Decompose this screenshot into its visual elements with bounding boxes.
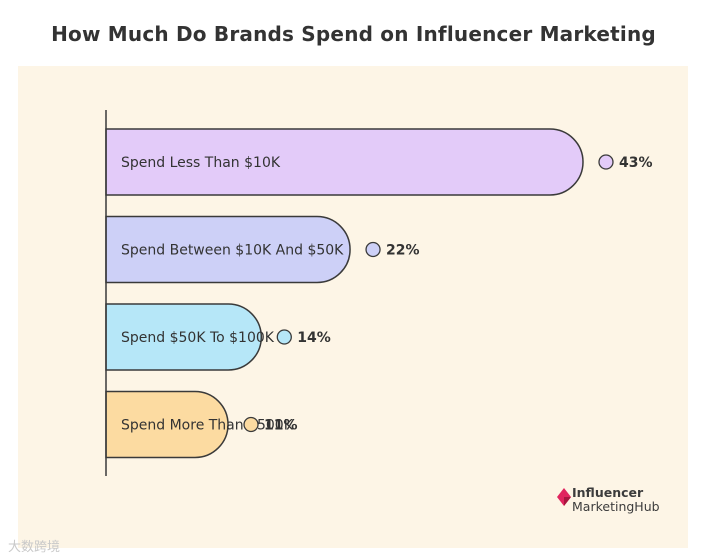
bar-value-label: 22% (386, 243, 420, 259)
bar (105, 215, 351, 284)
watermark-text: 大数跨境 (8, 540, 61, 555)
logo-line-1: Influencer (572, 485, 644, 500)
bar-category-label: Spend Less Than $10K (121, 155, 281, 171)
bar (105, 390, 229, 459)
chart-title: How Much Do Brands Spend on Influencer M… (51, 22, 656, 46)
bar (105, 128, 584, 196)
bar-chart: Spend Less Than $10K 43% Spend Between $10… (105, 110, 653, 476)
value-marker-dot (365, 241, 381, 258)
diamond-logo-icon (557, 488, 571, 506)
value-marker-dot (276, 329, 292, 345)
chart-panel: Spend Less Than $10K 43% Spend Between $10… (18, 66, 688, 548)
value-marker-dot (243, 416, 259, 433)
bar-group: Spend Between $10K And $50K 22% (105, 215, 420, 284)
bar-group: Spend Less Than $10K 43% (105, 128, 653, 196)
bar-value-label: 43% (619, 155, 653, 171)
bar-group: Spend $50K To $100K 14% (105, 303, 331, 371)
influencer-marketing-hub-logo: Influencer MarketingHub (556, 484, 686, 516)
bar-value-label: 14% (297, 330, 331, 346)
logo-line-2: MarketingHub (572, 499, 660, 514)
bar (105, 303, 263, 371)
bar-value-label: 11% (264, 418, 298, 434)
bar-category-label: Spend $50K To $100K (121, 330, 275, 346)
value-marker-dot (598, 154, 614, 170)
bar-category-label: Spend Between $10K And $50K (121, 243, 344, 259)
